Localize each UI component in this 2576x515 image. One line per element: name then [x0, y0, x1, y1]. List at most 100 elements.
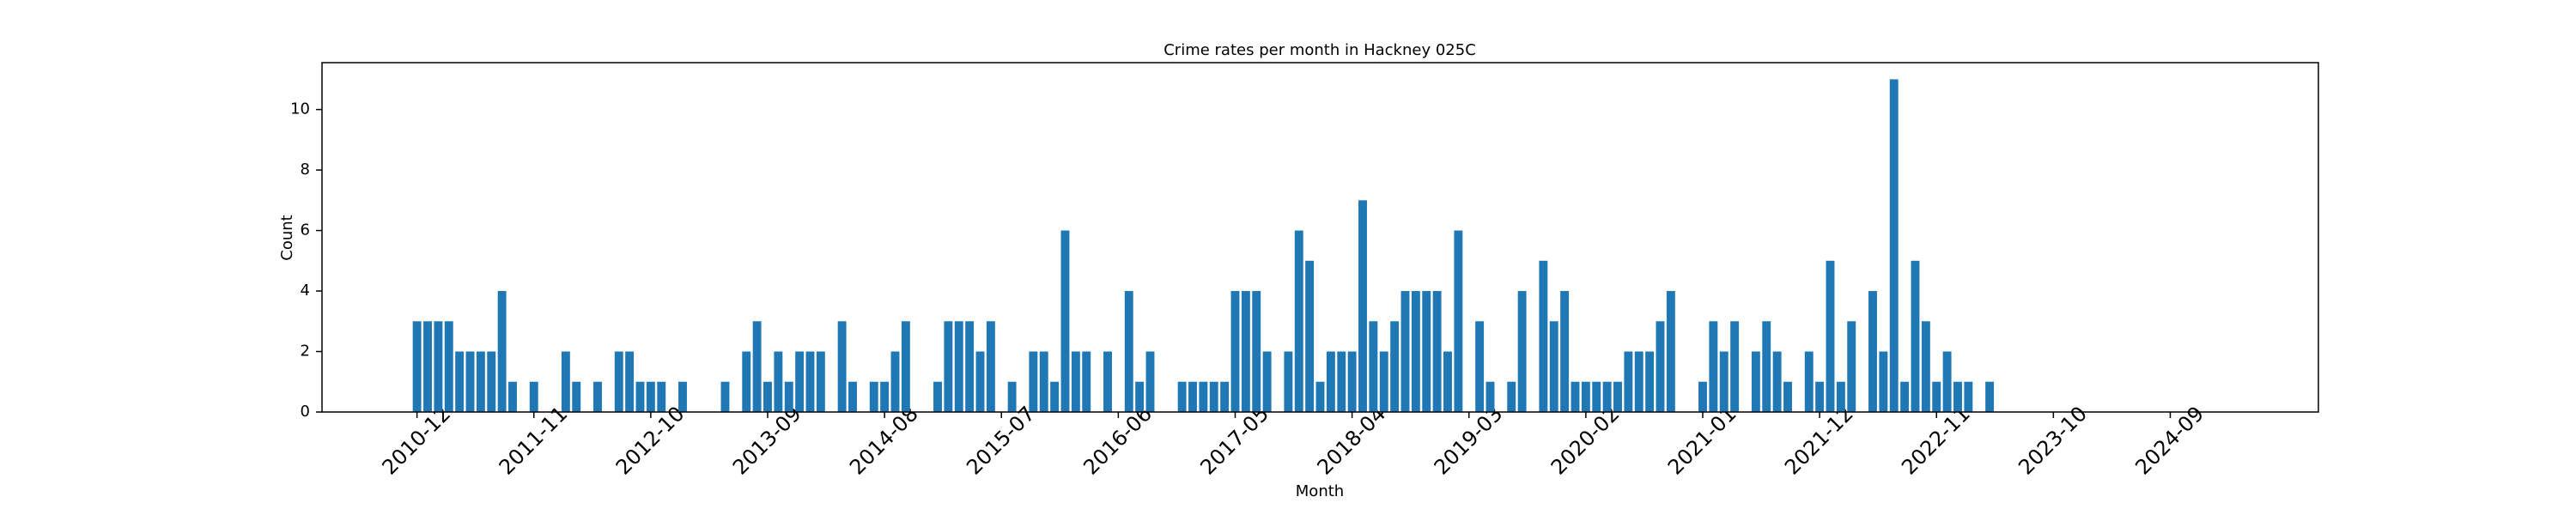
- bar: [572, 381, 581, 412]
- bar: [1230, 291, 1240, 412]
- bar: [1581, 381, 1590, 412]
- bar: [657, 381, 666, 412]
- bar: [890, 351, 900, 412]
- bar: [1315, 381, 1325, 412]
- bar: [487, 351, 496, 412]
- bar: [954, 321, 963, 412]
- bar: [965, 321, 975, 412]
- bar: [1379, 351, 1388, 412]
- bar: [1942, 351, 1952, 412]
- bar: [1485, 381, 1495, 412]
- bar: [1071, 351, 1080, 412]
- bar: [476, 351, 485, 412]
- bar: [646, 381, 655, 412]
- bar: [1507, 381, 1516, 412]
- bar: [869, 381, 878, 412]
- bar: [455, 351, 465, 412]
- bar: [1645, 351, 1655, 412]
- bar: [1082, 351, 1091, 412]
- bar: [742, 351, 751, 412]
- y-tick-label: 8: [301, 161, 310, 179]
- bar: [1709, 321, 1718, 412]
- bar: [1656, 321, 1665, 412]
- bar: [1220, 381, 1230, 412]
- bar: [678, 381, 687, 412]
- bar: [784, 381, 793, 412]
- bar: [1560, 291, 1570, 412]
- bar: [1964, 381, 1973, 412]
- bar: [1879, 351, 1888, 412]
- y-tick-label: 10: [290, 100, 310, 118]
- bar: [1199, 381, 1208, 412]
- bar: [1815, 381, 1825, 412]
- bar: [1911, 260, 1920, 412]
- bar: [1060, 230, 1070, 412]
- bar: [412, 321, 422, 412]
- bar: [508, 381, 517, 412]
- bar: [1921, 321, 1930, 412]
- bar: [1252, 291, 1261, 412]
- bar: [1432, 291, 1442, 412]
- bar: [614, 351, 623, 412]
- bar: [593, 381, 602, 412]
- bar: [1666, 291, 1675, 412]
- bar: [1772, 351, 1782, 412]
- bar: [1400, 291, 1410, 412]
- bar: [1847, 321, 1856, 412]
- bar: [1347, 351, 1357, 412]
- bar: [944, 321, 953, 412]
- bar: [1730, 321, 1740, 412]
- bar: [1868, 291, 1877, 412]
- bar: [1634, 351, 1643, 412]
- bar: [880, 381, 890, 412]
- bar: [1177, 381, 1187, 412]
- bar: [975, 351, 985, 412]
- bar: [1443, 351, 1452, 412]
- bar: [837, 321, 847, 412]
- bar: [1124, 291, 1133, 412]
- bar: [1592, 381, 1601, 412]
- bar: [1209, 381, 1218, 412]
- bar: [1039, 351, 1048, 412]
- y-axis-label: Count: [278, 215, 296, 260]
- bar: [1358, 200, 1367, 412]
- bar: [1454, 230, 1463, 412]
- plot-frame: [321, 62, 2319, 413]
- bar: [1241, 291, 1250, 412]
- bar: [1549, 321, 1558, 412]
- bar: [816, 351, 825, 412]
- bar: [1624, 351, 1633, 412]
- bar: [1953, 381, 1962, 412]
- bar: [1029, 351, 1038, 412]
- bar: [901, 321, 910, 412]
- x-axis-label: Month: [1296, 482, 1344, 500]
- bar: [1135, 381, 1145, 412]
- bar: [1284, 351, 1293, 412]
- bar: [1337, 351, 1346, 412]
- bar: [848, 381, 857, 412]
- bar: [1517, 291, 1527, 412]
- bar: [1932, 381, 1941, 412]
- chart-title: Crime rates per month in Hackney 025C: [1163, 41, 1476, 59]
- bar: [444, 321, 453, 412]
- bar: [1539, 260, 1548, 412]
- bar: [1326, 351, 1335, 412]
- bar: [1145, 351, 1155, 412]
- bar: [1889, 79, 1899, 412]
- bar: [1571, 381, 1580, 412]
- bar: [1305, 260, 1315, 412]
- bar: [1698, 381, 1707, 412]
- bar: [529, 381, 538, 412]
- bar: [1836, 381, 1845, 412]
- bar: [1294, 230, 1303, 412]
- bar: [1602, 381, 1612, 412]
- bar: [763, 381, 772, 412]
- bar: [635, 381, 645, 412]
- bar: [1985, 381, 1995, 412]
- bar: [1050, 381, 1060, 412]
- bar: [1411, 291, 1420, 412]
- bar: [1751, 351, 1760, 412]
- bar: [720, 381, 730, 412]
- y-tick-label: 6: [301, 221, 310, 239]
- bar: [986, 321, 995, 412]
